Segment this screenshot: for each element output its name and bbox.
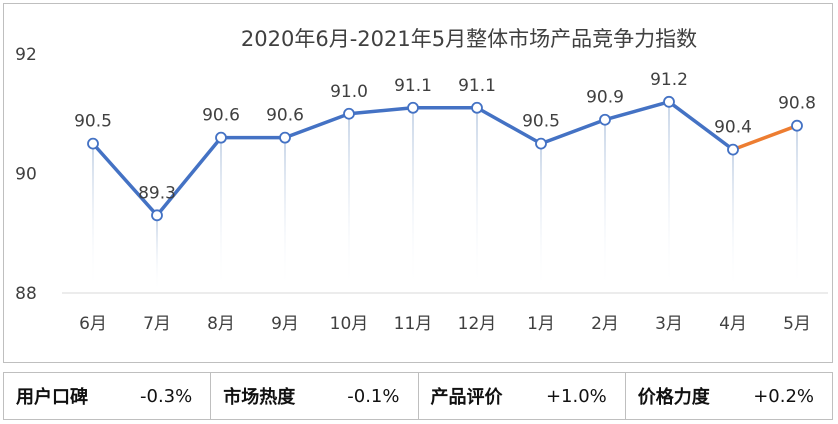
x-tick-label: 9月 — [271, 314, 299, 334]
drop-line — [348, 113, 350, 293]
x-tick-label: 6月 — [79, 314, 107, 334]
drop-line — [732, 149, 734, 293]
metric-name: 市场热度 — [223, 387, 296, 408]
drop-line — [156, 215, 158, 293]
metric-value: +1.0% — [545, 385, 607, 407]
x-tick-label: 7月 — [143, 314, 171, 334]
data-label: 90.5 — [522, 112, 560, 132]
data-label: 90.6 — [202, 106, 240, 126]
y-tick-label: 90 — [15, 165, 37, 185]
drop-line — [476, 107, 478, 294]
data-label: 90.9 — [586, 88, 624, 108]
data-point — [343, 107, 355, 120]
x-tick-label: 2月 — [591, 314, 619, 334]
y-tick-label: 92 — [15, 45, 37, 65]
drop-line — [796, 125, 798, 293]
metric-cell: 产品评价 +1.0% — [419, 373, 626, 419]
x-tick-label: 3月 — [655, 314, 683, 334]
x-tick-label: 8月 — [207, 314, 235, 334]
metric-value: -0.3% — [140, 385, 193, 407]
metric-cell: 用户口碑 -0.3% — [4, 373, 212, 419]
data-label: 90.4 — [714, 118, 752, 138]
data-point — [215, 131, 227, 144]
drop-line — [604, 119, 606, 293]
x-tick-label: 4月 — [719, 314, 747, 334]
x-tick-label: 12月 — [458, 314, 497, 334]
metric-value: +0.2% — [753, 385, 814, 407]
data-point — [791, 119, 803, 132]
data-label: 91.1 — [458, 76, 496, 96]
data-label: 90.6 — [266, 106, 304, 126]
x-tick-label: 10月 — [330, 314, 369, 334]
line-chart: 2020年6月-2021年5月整体市场产品竞争力指数 88 90 92 6月 7月 8月… — [15, 27, 828, 334]
x-tick-label: 5月 — [783, 314, 811, 334]
metric-cell: 市场热度 -0.1% — [211, 373, 419, 419]
x-tick-label: 11月 — [394, 314, 433, 334]
series-line-last-segment — [731, 123, 799, 152]
metric-value: -0.1% — [347, 385, 400, 407]
metric-name: 产品评价 — [430, 387, 503, 408]
drop-line — [412, 107, 414, 294]
data-label: 91.2 — [650, 70, 688, 90]
drop-line — [284, 137, 286, 293]
drop-line — [92, 143, 94, 293]
data-point — [727, 143, 739, 156]
data-label: 89.3 — [138, 183, 176, 203]
drop-line — [220, 137, 222, 293]
metric-name: 用户口碑 — [16, 387, 88, 408]
data-point — [599, 113, 611, 126]
drop-line — [668, 101, 670, 293]
data-label: 90.8 — [778, 94, 816, 114]
data-label: 91.0 — [330, 82, 368, 102]
metric-name: 价格力度 — [637, 387, 710, 408]
chart-frame — [3, 3, 833, 363]
data-point — [279, 131, 291, 144]
x-tick-label: 1月 — [527, 314, 555, 334]
data-point — [87, 137, 99, 150]
data-label: 91.1 — [394, 76, 432, 96]
data-point — [151, 209, 163, 222]
data-point — [535, 137, 547, 150]
drop-line — [540, 143, 542, 293]
y-tick-label: 88 — [15, 284, 37, 304]
data-point — [407, 101, 419, 114]
data-label: 90.5 — [74, 112, 112, 132]
data-point — [471, 101, 483, 114]
metrics-bar: 用户口碑 -0.3% 市场热度 -0.1% 产品评价 +1.0% 价格力度 +0.2% — [3, 372, 833, 420]
metric-cell: 价格力度 +0.2% — [626, 373, 832, 419]
data-point — [663, 95, 675, 108]
chart-title: 2020年6月-2021年5月整体市场产品竞争力指数 — [241, 27, 697, 51]
